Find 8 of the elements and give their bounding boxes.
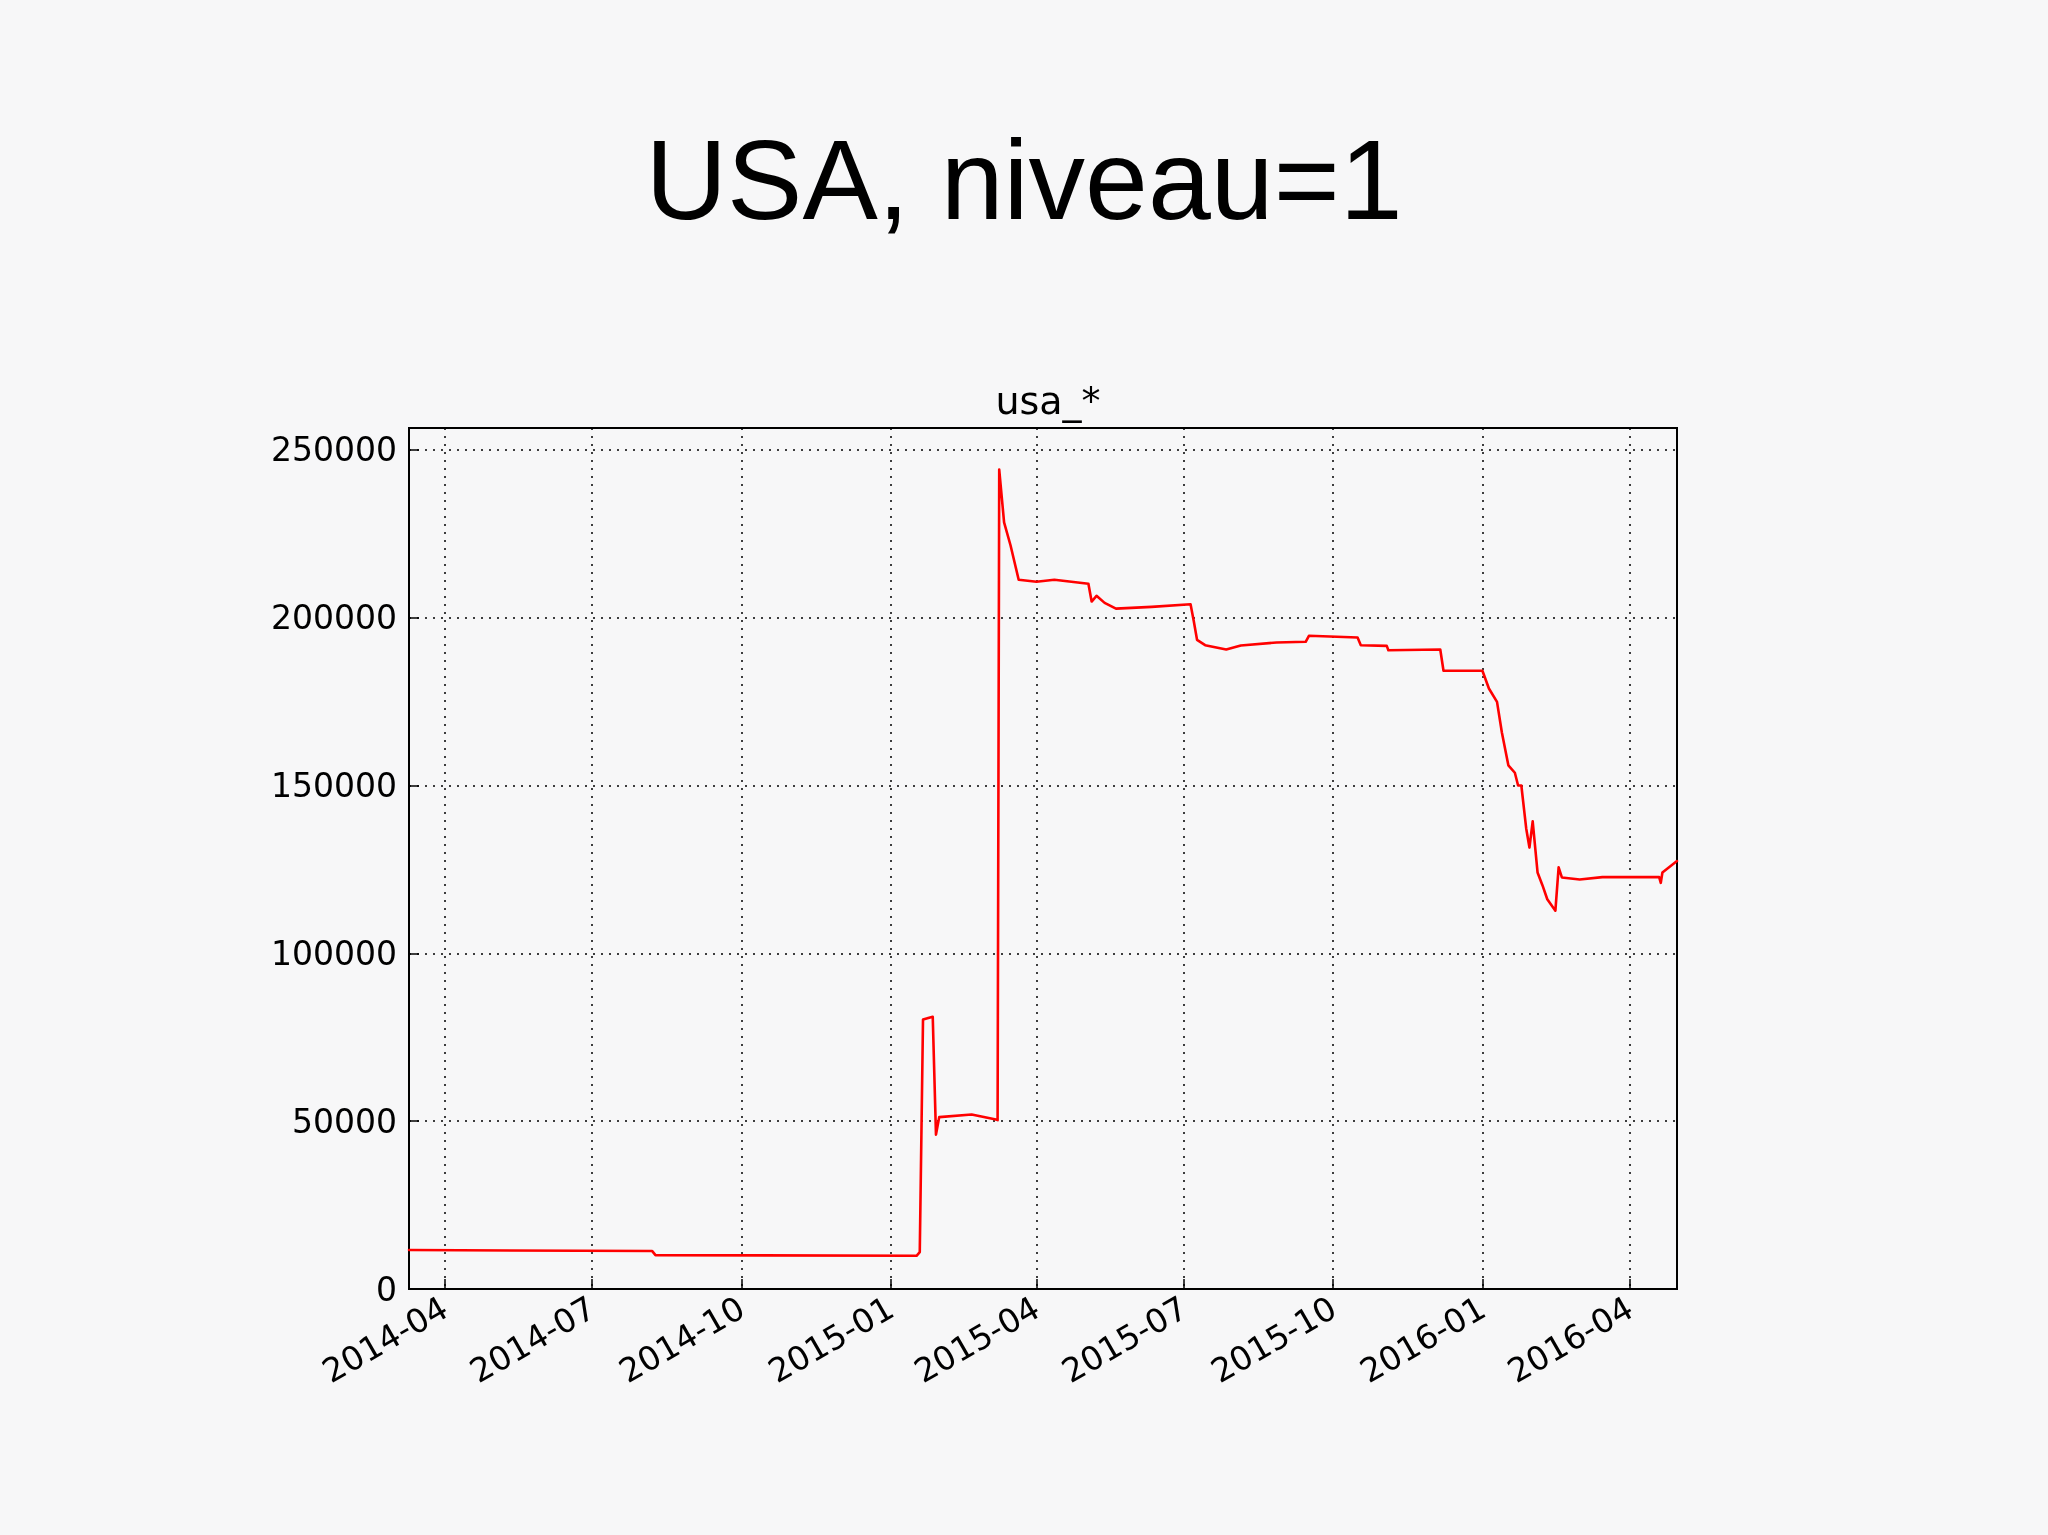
y-tick-label: 100000 — [271, 933, 397, 973]
line-series — [407, 468, 1679, 1258]
chart-subtitle: usa_* — [995, 379, 1101, 423]
y-tick-label: 200000 — [271, 598, 397, 638]
y-tick-label: 50000 — [292, 1101, 397, 1141]
y-tick-label: 250000 — [271, 430, 397, 470]
y-tick-label: 150000 — [271, 765, 397, 805]
chart-title: USA, niveau=1 — [645, 116, 1403, 243]
